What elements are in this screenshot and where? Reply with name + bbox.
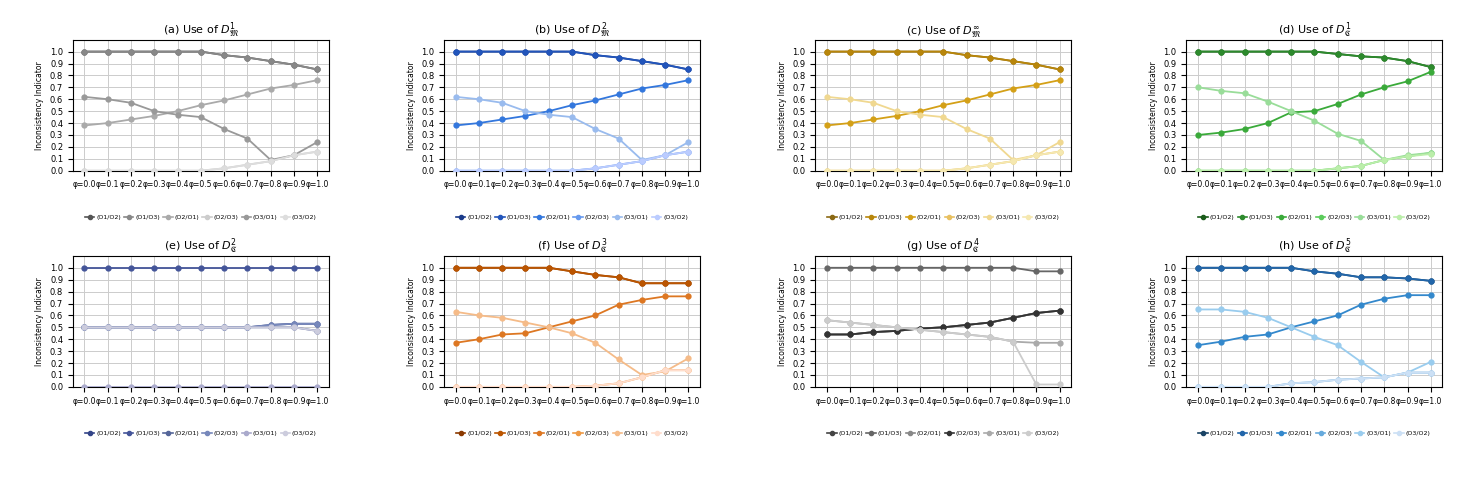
Title: (f) Use of $D^3_{\mathfrak{C}}$: (f) Use of $D^3_{\mathfrak{C}}$ <box>536 236 608 256</box>
Y-axis label: Inconsistency Indicator: Inconsistency Indicator <box>1150 277 1158 366</box>
Y-axis label: Inconsistency Indicator: Inconsistency Indicator <box>1150 61 1158 150</box>
Legend: (O1/O2), (O1/O3), (O2/O1), (O2/O3), (O3/O1), (O3/O2): (O1/O2), (O1/O3), (O2/O1), (O2/O3), (O3/… <box>825 429 1062 439</box>
Title: (b) Use of $D^2_{\mathfrak{M}}$: (b) Use of $D^2_{\mathfrak{M}}$ <box>533 20 610 40</box>
Title: (a) Use of $D^1_{\mathfrak{M}}$: (a) Use of $D^1_{\mathfrak{M}}$ <box>163 20 239 40</box>
Title: (d) Use of $D^1_{\mathfrak{C}}$: (d) Use of $D^1_{\mathfrak{C}}$ <box>1278 20 1351 40</box>
Y-axis label: Inconsistency Indicator: Inconsistency Indicator <box>778 61 787 150</box>
Y-axis label: Inconsistency Indicator: Inconsistency Indicator <box>778 277 787 366</box>
Y-axis label: Inconsistency Indicator: Inconsistency Indicator <box>407 61 415 150</box>
Y-axis label: Inconsistency Indicator: Inconsistency Indicator <box>35 61 44 150</box>
Title: (e) Use of $D^2_{\mathfrak{C}}$: (e) Use of $D^2_{\mathfrak{C}}$ <box>165 236 237 256</box>
Legend: (O1/O2), (O1/O3), (O2/O1), (O2/O3), (O3/O1), (O3/O2): (O1/O2), (O1/O3), (O2/O1), (O2/O3), (O3/… <box>83 212 319 223</box>
Y-axis label: Inconsistency Indicator: Inconsistency Indicator <box>35 277 44 366</box>
Legend: (O1/O2), (O1/O3), (O2/O1), (O2/O3), (O3/O1), (O3/O2): (O1/O2), (O1/O3), (O2/O1), (O2/O3), (O3/… <box>825 212 1062 223</box>
Title: (c) Use of $D^\infty_{\mathfrak{M}}$: (c) Use of $D^\infty_{\mathfrak{M}}$ <box>905 24 981 40</box>
Y-axis label: Inconsistency Indicator: Inconsistency Indicator <box>407 277 415 366</box>
Title: (g) Use of $D^4_{\mathfrak{C}}$: (g) Use of $D^4_{\mathfrak{C}}$ <box>906 236 981 256</box>
Legend: (O1/O2), (O1/O3), (O2/O1), (O2/O3), (O3/O1), (O3/O2): (O1/O2), (O1/O3), (O2/O1), (O2/O3), (O3/… <box>453 429 691 439</box>
Title: (h) Use of $D^5_{\mathfrak{C}}$: (h) Use of $D^5_{\mathfrak{C}}$ <box>1278 236 1351 256</box>
Legend: (O1/O2), (O1/O3), (O2/O1), (O2/O3), (O3/O1), (O3/O2): (O1/O2), (O1/O3), (O2/O1), (O2/O3), (O3/… <box>1196 212 1432 223</box>
Legend: (O1/O2), (O1/O3), (O2/O1), (O2/O3), (O3/O1), (O3/O2): (O1/O2), (O1/O3), (O2/O1), (O2/O3), (O3/… <box>453 212 691 223</box>
Legend: (O1/O2), (O1/O3), (O2/O1), (O2/O3), (O3/O1), (O3/O2): (O1/O2), (O1/O3), (O2/O1), (O2/O3), (O3/… <box>1196 429 1432 439</box>
Legend: (O1/O2), (O1/O3), (O2/O1), (O2/O3), (O3/O1), (O3/O2): (O1/O2), (O1/O3), (O2/O1), (O2/O3), (O3/… <box>83 429 319 439</box>
